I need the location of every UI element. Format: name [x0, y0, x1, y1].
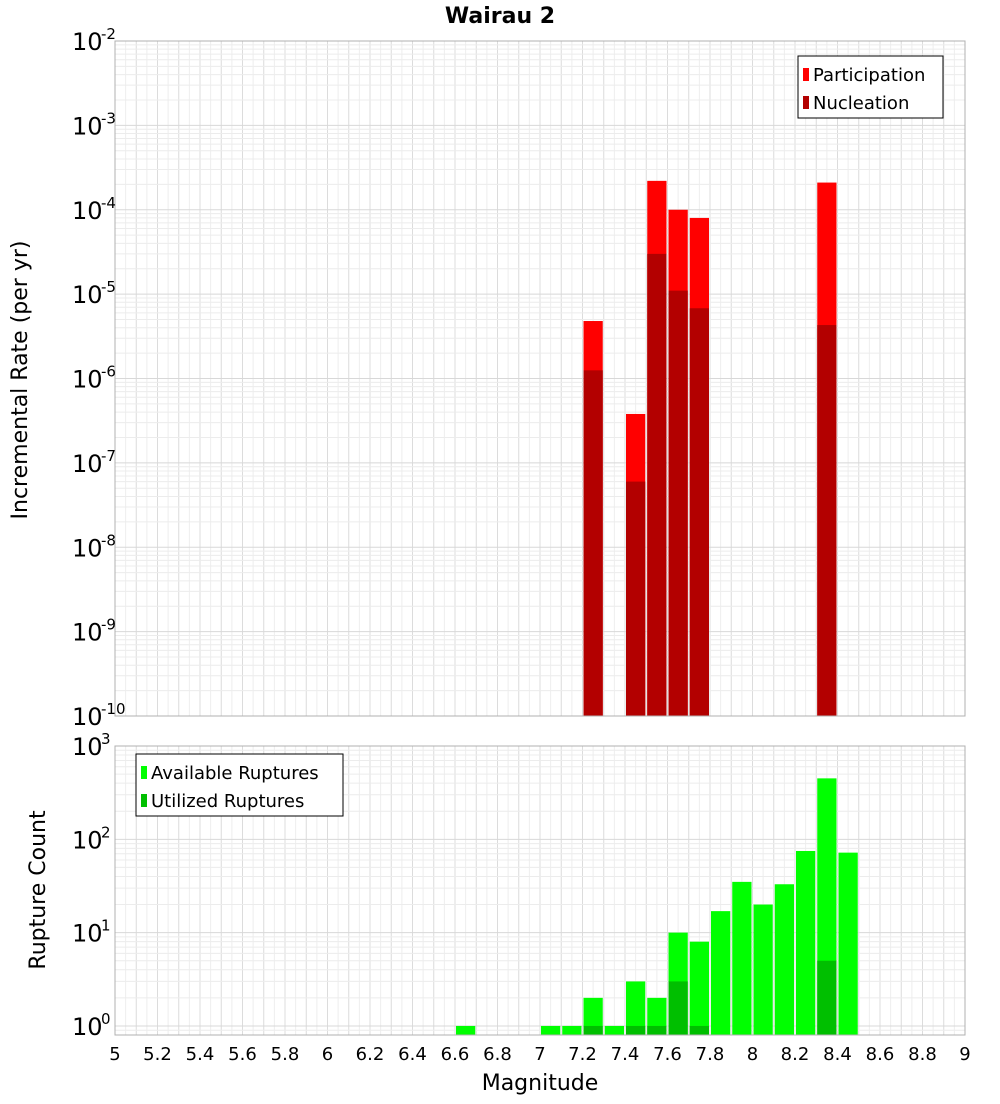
x-tick-label: 5.8 [271, 1044, 300, 1065]
bottom-bar-available-ruptures [626, 981, 646, 1035]
bottom-legend-label: Utilized Ruptures [151, 791, 304, 812]
bottom-bar-utilized-ruptures [626, 1025, 646, 1035]
bottom-bar-available-ruptures [753, 904, 773, 1035]
x-tick-label: 7 [534, 1044, 545, 1065]
x-tick-label: 9 [959, 1044, 970, 1065]
x-tick-label: 7.4 [611, 1044, 640, 1065]
top-plot-group: 10-1010-910-810-710-610-510-410-310-2Par… [72, 25, 966, 731]
top-y-tick-label: 10 [72, 534, 103, 562]
bottom-y-tick-label: 10 [72, 1013, 103, 1041]
chart-title: Wairau 2 [445, 4, 555, 29]
top-bar-nucleation [647, 253, 667, 716]
top-y-tick-exponent: -3 [101, 109, 116, 127]
bottom-bar-utilized-ruptures [583, 1025, 603, 1035]
top-plot-frame [114, 40, 966, 717]
top-y-tick-label: 10 [72, 366, 103, 394]
bottom-bar-available-ruptures [711, 911, 731, 1035]
x-tick-label: 7.2 [568, 1044, 597, 1065]
top-bar-nucleation [817, 325, 837, 716]
x-axis-label: Magnitude [482, 1071, 599, 1096]
x-tick-label: 5.4 [186, 1044, 215, 1065]
x-tick-label: 5.2 [143, 1044, 172, 1065]
bottom-legend-box [135, 753, 344, 817]
top-legend-swatch [803, 68, 809, 81]
x-tick-label: 7.8 [696, 1044, 725, 1065]
bottom-bar-available-ruptures [541, 1025, 561, 1035]
top-legend-swatch [803, 96, 809, 109]
top-y-tick-label: 10 [72, 28, 103, 56]
x-tick-label: 6 [322, 1044, 333, 1065]
bottom-bar-utilized-ruptures [668, 981, 688, 1035]
top-bar-nucleation [668, 290, 688, 716]
bottom-bar-available-ruptures [838, 852, 858, 1035]
top-legend-box [797, 55, 944, 119]
top-y-tick-label: 10 [72, 703, 103, 731]
top-bar-nucleation [689, 308, 709, 716]
top-y-tick-exponent: -2 [101, 25, 116, 43]
top-bar-nucleation [583, 370, 603, 716]
bottom-y-tick-exponent: 2 [101, 823, 111, 841]
x-tick-label: 8.8 [908, 1044, 937, 1065]
x-tick-label: 5 [109, 1044, 120, 1065]
top-y-tick-exponent: -8 [101, 531, 116, 549]
top-y-tick-exponent: -6 [101, 363, 116, 381]
x-tick-label: 6.2 [356, 1044, 385, 1065]
bottom-y-tick-exponent: 3 [101, 730, 111, 748]
bottom-y-tick-label: 10 [72, 826, 103, 854]
x-tick-label: 8.2 [781, 1044, 810, 1065]
x-tick-label: 6.6 [441, 1044, 470, 1065]
bottom-bar-utilized-ruptures [647, 1025, 667, 1035]
bottom-bar-available-ruptures [562, 1025, 582, 1035]
top-y-tick-exponent: -9 [101, 616, 116, 634]
bottom-bar-available-ruptures [456, 1025, 476, 1035]
x-tick-label: 7.6 [653, 1044, 682, 1065]
x-tick-label: 8 [747, 1044, 758, 1065]
bottom-plot-frame [114, 745, 966, 1036]
top-bar-nucleation [626, 481, 646, 716]
bottom-y-tick-exponent: 1 [101, 917, 111, 935]
top-legend-label: Nucleation [813, 93, 909, 114]
y-axis-label-bottom: Rupture Count [26, 810, 51, 970]
bottom-bar-utilized-ruptures [689, 1025, 709, 1035]
bottom-bar-available-ruptures [796, 850, 816, 1035]
bottom-legend-label: Available Ruptures [151, 763, 319, 784]
bottom-bar-available-ruptures [732, 881, 752, 1035]
top-y-tick-exponent: -4 [101, 194, 116, 212]
top-y-tick-exponent: -5 [101, 278, 116, 296]
bottom-bar-available-ruptures [583, 997, 603, 1035]
bottom-y-tick-label: 10 [72, 733, 103, 761]
bottom-bar-available-ruptures [774, 884, 794, 1035]
top-y-tick-label: 10 [72, 112, 103, 140]
top-y-tick-label: 10 [72, 450, 103, 478]
bottom-legend-swatch [141, 794, 147, 807]
x-tick-label: 8.4 [823, 1044, 852, 1065]
top-y-tick-label: 10 [72, 281, 103, 309]
top-legend-label: Participation [813, 65, 925, 86]
bottom-y-tick-label: 10 [72, 920, 103, 948]
bottom-legend-swatch [141, 766, 147, 779]
bottom-bar-available-ruptures [604, 1025, 624, 1035]
x-tick-label: 6.4 [398, 1044, 427, 1065]
top-y-tick-label: 10 [72, 197, 103, 225]
x-tick-label: 6.8 [483, 1044, 512, 1065]
top-y-tick-label: 10 [72, 619, 103, 647]
x-tick-label: 8.6 [866, 1044, 895, 1065]
x-tick-label: 5.6 [228, 1044, 257, 1065]
bottom-bar-available-ruptures [647, 997, 667, 1035]
top-y-tick-exponent: -10 [101, 700, 126, 718]
bottom-y-tick-exponent: 0 [101, 1010, 111, 1028]
y-axis-label-top: Incremental Rate (per yr) [8, 241, 33, 520]
top-y-tick-exponent: -7 [101, 447, 116, 465]
bottom-bar-available-ruptures [689, 941, 709, 1035]
bottom-bar-utilized-ruptures [817, 960, 837, 1035]
